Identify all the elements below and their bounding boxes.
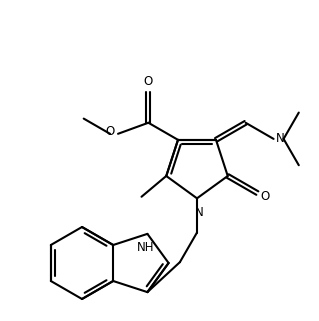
Text: O: O <box>260 190 270 203</box>
Text: O: O <box>144 75 153 88</box>
Text: N: N <box>276 132 284 145</box>
Text: N: N <box>195 206 204 219</box>
Text: O: O <box>106 125 115 138</box>
Text: NH: NH <box>137 241 154 254</box>
